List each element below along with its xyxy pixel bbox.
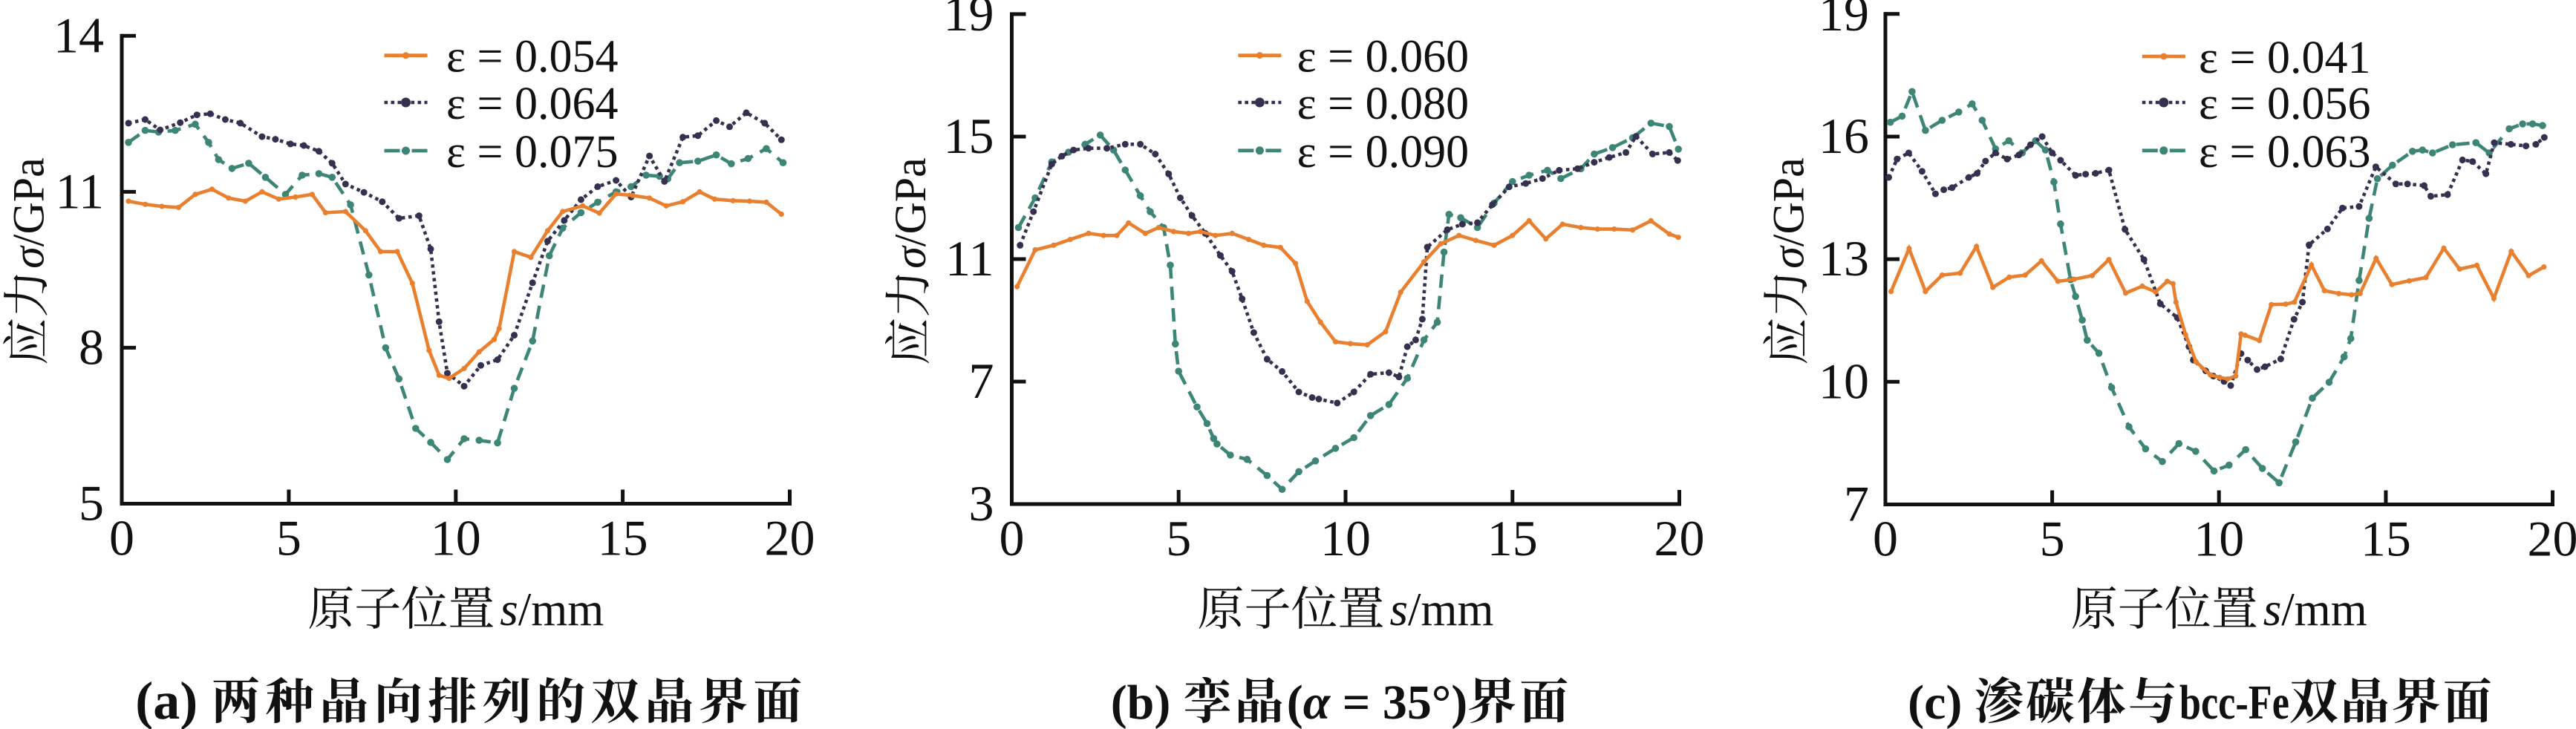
svg-text:5: 5 <box>2040 511 2065 567</box>
svg-text:15: 15 <box>1487 510 1538 566</box>
svg-text:(a): (a) <box>135 671 211 729</box>
svg-text:11: 11 <box>56 163 104 219</box>
svg-text:/mm: /mm <box>1408 583 1494 635</box>
svg-text:ε = 0.041: ε = 0.041 <box>2199 33 2371 83</box>
svg-text:/mm: /mm <box>518 583 604 635</box>
svg-text:α: α <box>1303 676 1331 729</box>
svg-text:5: 5 <box>1166 510 1191 566</box>
svg-text:10: 10 <box>1320 510 1371 566</box>
svg-text:ε = 0.064: ε = 0.064 <box>446 79 619 129</box>
svg-text:ε = 0.056: ε = 0.056 <box>2199 79 2371 129</box>
svg-text:15: 15 <box>944 108 994 164</box>
svg-text:s: s <box>1390 583 1409 635</box>
svg-text:/GPa: /GPa <box>1764 157 1813 246</box>
svg-text:3: 3 <box>969 475 994 532</box>
svg-text:(: ( <box>1287 676 1303 729</box>
svg-text:(c): (c) <box>1908 676 1975 729</box>
svg-text:20: 20 <box>2528 511 2576 567</box>
svg-text:20: 20 <box>1654 510 1705 566</box>
svg-text:s: s <box>500 583 518 635</box>
svg-text:= 35°): = 35°) <box>1330 676 1467 729</box>
svg-text:σ: σ <box>1764 245 1813 269</box>
svg-text:ε = 0.090: ε = 0.090 <box>1297 127 1470 177</box>
svg-text:σ: σ <box>4 245 53 269</box>
svg-text:15: 15 <box>598 510 648 566</box>
svg-text:bcc-Fe: bcc-Fe <box>2179 676 2289 729</box>
svg-text:16: 16 <box>1819 108 1869 164</box>
svg-text:ε = 0.080: ε = 0.080 <box>1297 79 1470 129</box>
svg-text:7: 7 <box>1844 476 1869 532</box>
svg-text:19: 19 <box>1819 0 1869 42</box>
svg-text:5: 5 <box>79 475 104 532</box>
svg-text:10: 10 <box>2194 511 2244 567</box>
svg-text:/mm: /mm <box>2281 583 2367 635</box>
svg-text:/GPa: /GPa <box>4 157 53 246</box>
svg-text:15: 15 <box>2361 511 2411 567</box>
svg-text:0: 0 <box>1000 510 1025 566</box>
svg-text:20: 20 <box>765 510 815 566</box>
svg-text:10: 10 <box>1819 353 1869 409</box>
svg-text:14: 14 <box>53 7 104 63</box>
svg-text:11: 11 <box>945 230 994 287</box>
svg-text:8: 8 <box>79 318 104 375</box>
svg-text:(b): (b) <box>1111 676 1183 729</box>
svg-text:0: 0 <box>1873 511 1898 567</box>
svg-text:ε = 0.060: ε = 0.060 <box>1297 32 1470 82</box>
svg-text:13: 13 <box>1819 230 1869 287</box>
svg-text:s: s <box>2263 583 2282 635</box>
svg-text:10: 10 <box>431 510 481 566</box>
svg-text:ε = 0.075: ε = 0.075 <box>446 127 619 177</box>
svg-text:ε = 0.054: ε = 0.054 <box>446 32 619 82</box>
svg-text:ε = 0.063: ε = 0.063 <box>2199 127 2371 177</box>
svg-text:σ: σ <box>886 245 935 269</box>
svg-text:19: 19 <box>944 0 994 42</box>
svg-text:7: 7 <box>969 353 994 409</box>
svg-text:0: 0 <box>109 510 134 566</box>
svg-text:/GPa: /GPa <box>886 157 935 246</box>
svg-text:5: 5 <box>276 510 301 566</box>
